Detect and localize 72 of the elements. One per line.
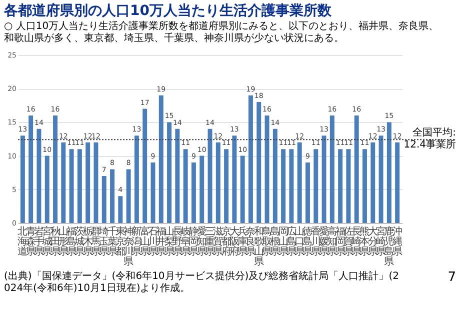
- text: (出典)「国保連データ」(令和6年10月サービス提供分)及び総務省統計局「人口推計」(2024年(令和6年)10月1日現在)より作成。: [4, 270, 399, 294]
- bar: [248, 95, 253, 223]
- bar: [183, 149, 188, 223]
- bar: [167, 122, 172, 223]
- bar: [61, 142, 66, 223]
- bar: [142, 108, 148, 223]
- bar: [395, 142, 400, 223]
- x-tick-label: 徳島県: [302, 226, 313, 258]
- bar: [110, 169, 115, 223]
- x-tick-label: 広島県: [286, 226, 296, 258]
- bar: [134, 136, 139, 223]
- text: 7: [448, 270, 456, 285]
- x-tick-label: 高知県: [327, 226, 338, 258]
- bar: [200, 156, 204, 223]
- bar: [281, 149, 286, 223]
- bar: [28, 115, 34, 223]
- bar: [36, 128, 42, 223]
- x-tick-label: 福島県: [66, 226, 77, 258]
- x-tick-label: 島根県: [270, 226, 280, 258]
- x-tick-label: 滋賀県: [213, 226, 224, 258]
- bar: [330, 115, 334, 223]
- bar: [224, 149, 229, 223]
- bar: [20, 136, 25, 223]
- x-tick-label: 山梨県: [164, 226, 174, 258]
- bar: [256, 102, 262, 223]
- bar: [69, 149, 74, 223]
- x-tick-label: 大分県: [368, 226, 378, 258]
- x-tick-label: 宮城県: [41, 226, 52, 258]
- x-tick-label: 和歌山県: [254, 226, 264, 268]
- bar: [191, 162, 196, 223]
- bar: [305, 162, 310, 223]
- x-tick-label: 秋田県: [50, 226, 60, 258]
- bar: [53, 115, 58, 223]
- chart-subtitle: ○ 人口10万人当たり生活介護事業所数を都道府県別にみると、以下のとおり、福井県、奈良県、和歌山県が多く、東京都、埼玉県、千葉県、神奈川県が少ない状況にある。: [4, 20, 439, 44]
- bar: [362, 149, 367, 223]
- bar: [86, 142, 90, 223]
- x-tick-label: 岡山県: [278, 226, 288, 258]
- bar: [289, 149, 294, 223]
- bar: [126, 169, 131, 223]
- x-tick-label: 富山県: [140, 226, 150, 258]
- x-tick-label: 佐賀県: [343, 226, 354, 258]
- bar: [102, 176, 106, 223]
- x-tick-label: 奈良県: [246, 226, 256, 258]
- bar: [272, 128, 278, 223]
- x-tick-label: 新潟県: [132, 226, 142, 258]
- bar: [346, 149, 351, 223]
- bar: [297, 142, 302, 223]
- bar: [338, 149, 343, 223]
- ref-line-label: 全国平均: 12.4事業所: [404, 126, 456, 151]
- bar: [232, 136, 237, 223]
- bar: [158, 95, 164, 223]
- bar: [118, 196, 123, 223]
- x-tick-label: 山形県: [58, 226, 68, 258]
- x-tick-label: 熊本県: [360, 226, 370, 258]
- x-tick-label: 長崎県: [352, 226, 362, 258]
- chart-title: 各都道府県別の人口10万人当たり生活介護事業所数: [3, 2, 332, 19]
- bar: [370, 142, 376, 223]
- bar: [378, 136, 384, 223]
- x-tick-label: 福岡県: [335, 226, 346, 258]
- bar: [386, 122, 392, 223]
- bar: [175, 128, 180, 223]
- bar: [216, 142, 220, 223]
- bar: [240, 156, 245, 223]
- x-tick-label: 鹿児島県: [384, 226, 394, 268]
- bar: [77, 149, 82, 223]
- bar: [314, 149, 318, 223]
- bar: [94, 142, 98, 223]
- bar: [322, 136, 326, 223]
- bar: [354, 115, 359, 223]
- bar: [44, 156, 50, 223]
- x-tick-label: 宮崎県: [376, 226, 386, 258]
- x-tick-label: 京都府: [221, 226, 232, 258]
